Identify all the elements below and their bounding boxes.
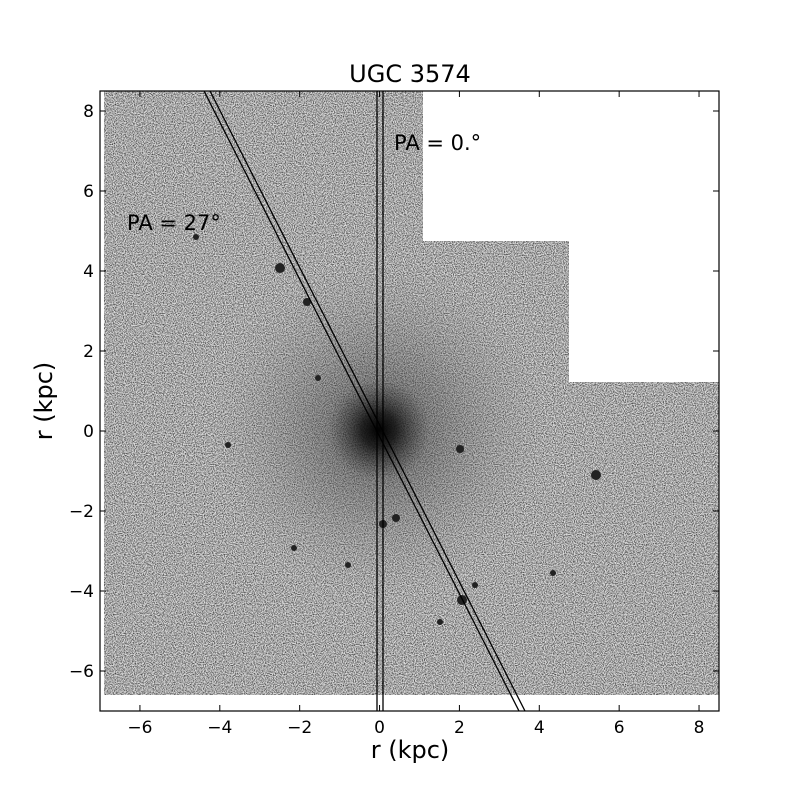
y-axis-label: r (kpc) [30,362,58,441]
knots [193,234,601,625]
y-tick-label: −4 [69,582,94,602]
x-tick-label: −2 [287,718,312,738]
y-tick-label: −6 [69,662,94,682]
annotation: PA = 27° [127,211,221,235]
y-tick-label: 2 [83,342,94,362]
x-tick-label: 4 [534,718,545,738]
galaxy-core [209,260,549,600]
x-tick-label: 6 [614,718,625,738]
slits [203,91,526,711]
x-tick-label: −4 [207,718,232,738]
x-axis-label: r (kpc) [371,736,450,764]
x-tick-label: 0 [374,718,385,738]
y-tick-label: 0 [83,422,94,442]
axes-frame [99,90,720,712]
x-tick-label: −6 [127,718,152,738]
x-tick-label: 8 [694,718,705,738]
chart-title: UGC 3574 [349,60,471,88]
y-tick-label: 8 [83,102,94,122]
y-tick-label: 6 [83,182,94,202]
x-tick-label: 2 [454,718,465,738]
image [104,91,719,711]
y-tick-label: −2 [69,502,94,522]
y-tick-label: 4 [83,262,94,282]
annotation: PA = 0.° [394,131,481,155]
